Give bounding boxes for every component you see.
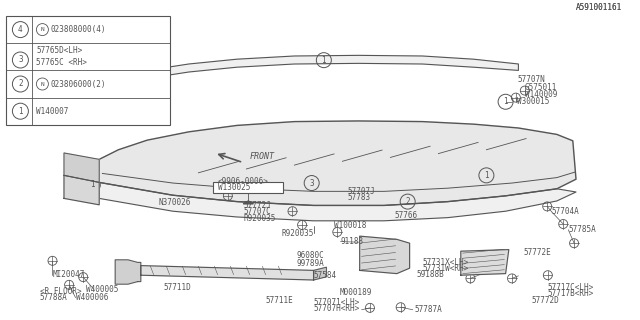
Polygon shape — [360, 236, 410, 274]
Text: 57707H<RH>: 57707H<RH> — [314, 304, 360, 313]
Text: 577071<LH>: 577071<LH> — [314, 298, 360, 307]
Text: 57731W<RH>: 57731W<RH> — [422, 264, 468, 273]
Text: W130025: W130025 — [218, 183, 250, 192]
Text: 1: 1 — [321, 56, 326, 65]
Polygon shape — [147, 55, 518, 78]
Text: MI20047: MI20047 — [52, 270, 85, 279]
Text: 57772D: 57772D — [531, 296, 559, 305]
Polygon shape — [99, 182, 576, 221]
Text: 57707J: 57707J — [348, 187, 375, 196]
Text: W400006: W400006 — [76, 293, 108, 302]
Text: 57584: 57584 — [314, 271, 337, 280]
Text: 57717B<RH>: 57717B<RH> — [547, 289, 593, 298]
Text: 57707N: 57707N — [517, 75, 545, 84]
FancyBboxPatch shape — [213, 182, 283, 193]
Text: 99789A: 99789A — [296, 259, 324, 268]
Polygon shape — [99, 121, 576, 205]
Text: 1: 1 — [90, 180, 95, 189]
Text: N370026: N370026 — [159, 198, 191, 207]
Text: 57765D<LH>: 57765D<LH> — [36, 46, 83, 55]
Text: G575011: G575011 — [525, 83, 557, 92]
Text: 57765C <RH>: 57765C <RH> — [36, 58, 87, 67]
Text: 1: 1 — [484, 171, 489, 180]
Text: 2: 2 — [18, 79, 22, 89]
Text: 57707C: 57707C — [243, 207, 271, 216]
Text: 57704A: 57704A — [552, 207, 579, 216]
Text: 57731X<LH>: 57731X<LH> — [422, 258, 468, 267]
Text: 2: 2 — [405, 197, 410, 206]
Text: 57787A: 57787A — [415, 305, 442, 314]
Text: 57772E: 57772E — [524, 248, 551, 257]
Text: R920035: R920035 — [243, 214, 276, 223]
Text: 91183: 91183 — [340, 237, 364, 246]
Text: N: N — [40, 82, 44, 86]
Text: 023806000(2): 023806000(2) — [51, 79, 106, 89]
Text: 4: 4 — [18, 25, 22, 34]
Polygon shape — [314, 267, 326, 280]
Text: 96080C: 96080C — [296, 252, 324, 260]
Text: 1: 1 — [503, 97, 508, 106]
Text: <R FLOOR>: <R FLOOR> — [40, 287, 81, 296]
Text: FRONT: FRONT — [250, 152, 275, 161]
Polygon shape — [243, 201, 253, 204]
FancyBboxPatch shape — [6, 16, 170, 125]
Text: R920035: R920035 — [282, 229, 314, 238]
Text: 57785A: 57785A — [568, 225, 596, 234]
Text: W400005: W400005 — [86, 285, 119, 294]
Text: 1: 1 — [18, 107, 22, 116]
Polygon shape — [64, 153, 99, 182]
Text: 57711D: 57711D — [163, 284, 191, 292]
Polygon shape — [115, 260, 141, 284]
Text: 023808000(4): 023808000(4) — [51, 25, 106, 34]
Text: W100018: W100018 — [334, 221, 367, 230]
Text: 57711E: 57711E — [266, 296, 293, 305]
Text: N: N — [40, 27, 44, 32]
Text: A591001161: A591001161 — [576, 4, 622, 12]
Text: M000189: M000189 — [339, 288, 372, 297]
Text: 57766: 57766 — [395, 211, 418, 220]
Text: 57717C<LH>: 57717C<LH> — [547, 283, 593, 292]
Text: W140009: W140009 — [525, 90, 557, 99]
Text: W140007: W140007 — [36, 107, 68, 116]
Text: 3: 3 — [309, 179, 314, 188]
Text: A591001161: A591001161 — [576, 4, 622, 12]
Text: 57772J: 57772J — [243, 201, 271, 210]
Text: 59188B: 59188B — [416, 270, 444, 279]
Text: 57783: 57783 — [348, 193, 371, 202]
Polygon shape — [64, 175, 99, 205]
Text: 3: 3 — [18, 55, 22, 65]
Text: <9906-0006>: <9906-0006> — [218, 177, 268, 186]
Polygon shape — [141, 266, 314, 280]
Text: 57788A: 57788A — [40, 293, 67, 302]
Text: W300015: W300015 — [517, 97, 550, 106]
Polygon shape — [461, 250, 509, 275]
